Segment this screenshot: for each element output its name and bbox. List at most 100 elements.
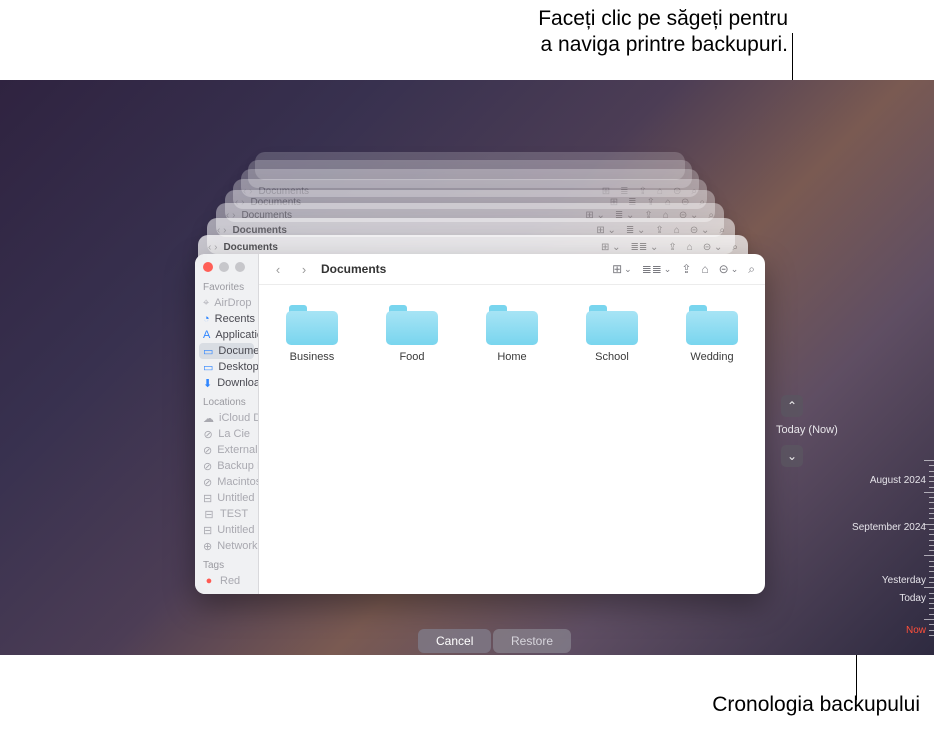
minimize-button[interactable] — [219, 262, 229, 272]
annotation-line1: Faceți clic pe săgeți pentru — [538, 7, 788, 30]
sidebar-item-label: Network — [217, 540, 257, 552]
finder-sidebar: Favorites ⌖AirDrop◔RecentsAApplications▭… — [195, 254, 259, 594]
timeline-tick — [924, 587, 934, 588]
timeline-tick — [929, 603, 934, 604]
sidebar-item-label: Macintosh HD — [217, 476, 259, 488]
sidebar-item-network[interactable]: ⊕ Network — [195, 538, 258, 554]
sidebar-item-untitled-2[interactable]: ⊟ Untitled 2 — [195, 522, 258, 538]
folder-label: Food — [399, 351, 424, 363]
share-button[interactable]: ⇪ — [681, 262, 691, 276]
folder-label: Business — [290, 351, 335, 363]
search-button[interactable]: ⌕ — [748, 262, 755, 277]
timeline-tick — [924, 492, 934, 493]
test-icon: ⊟ — [203, 508, 215, 520]
timeline-tick — [929, 608, 934, 609]
icloud-drive-icon: ☁ — [203, 412, 214, 424]
timeline-tick — [924, 619, 934, 620]
applications-icon: A — [203, 329, 210, 341]
sidebar-item-desktop[interactable]: ▭Desktop — [195, 359, 258, 375]
timeline-tick — [929, 487, 934, 488]
sidebar-item-recents[interactable]: ◔ Recents — [195, 311, 258, 327]
annotation-arrows: Faceți clic pe săgeți pentru a naviga pr… — [320, 6, 788, 59]
annotation-line2: a naviga printre backupuri. — [541, 33, 788, 56]
sidebar-item-icloud-drive[interactable]: ☁iCloud Drive — [195, 410, 258, 426]
recents-icon: ◔ — [203, 313, 210, 325]
timeline-label[interactable]: September 2024 — [852, 522, 926, 533]
timeline-tick — [929, 518, 934, 519]
sidebar-item-airdrop[interactable]: ⌖AirDrop — [195, 295, 258, 311]
timeline-next-button[interactable]: ⌄ — [781, 445, 803, 467]
sidebar-item-label: Untitled — [217, 492, 254, 504]
folder-business[interactable]: Business — [277, 305, 347, 363]
folder-home[interactable]: Home — [477, 305, 547, 363]
callout-line-top-v1 — [792, 33, 793, 83]
network-icon: ⊕ — [203, 540, 212, 552]
sidebar-item-red[interactable]: ●Red — [195, 573, 258, 589]
timeline-label[interactable]: Yesterday — [882, 575, 926, 586]
timeline-label[interactable]: Today — [899, 593, 926, 604]
timeline-tick — [929, 630, 934, 631]
timeline-prev-button[interactable]: ⌃ — [781, 395, 803, 417]
timeline-tick — [929, 476, 934, 477]
desktop-icon: ▭ — [203, 361, 213, 373]
sidebar-item-external[interactable]: ⊘ External — [195, 442, 258, 458]
la-cie-icon: ⊘ — [203, 428, 213, 440]
group-by-button[interactable]: ≣≣⌄ — [642, 262, 672, 276]
sidebar-item-test[interactable]: ⊟TEST — [195, 506, 258, 522]
sidebar-item-label: Downloads — [217, 377, 259, 389]
finder-toolbar: ‹ › Documents ⊞⌄ ≣≣⌄ ⇪ ⌂ ⊝⌄ ⌕ — [259, 254, 765, 285]
timeline-tick — [929, 614, 934, 615]
annotation-timeline: Cronologia backupului — [560, 692, 920, 718]
finder-title: Documents — [321, 262, 386, 276]
sidebar-item-label: Applications — [215, 329, 259, 341]
external-icon: ⊘ — [203, 444, 212, 456]
untitled-icon: ⊟ — [203, 492, 212, 504]
timeline-tick — [929, 571, 934, 572]
nav-back-button[interactable]: ‹ — [269, 260, 287, 278]
folder-wedding[interactable]: Wedding — [677, 305, 747, 363]
folder-icon — [486, 305, 538, 345]
folder-label: Home — [497, 351, 526, 363]
sidebar-item-label: Documents — [218, 345, 259, 357]
folder-icon — [386, 305, 438, 345]
sidebar-item-macintosh-hd[interactable]: ⊘Macintosh HD — [195, 474, 258, 490]
more-button[interactable]: ⊝⌄ — [719, 262, 739, 276]
timeline-tick — [929, 582, 934, 583]
timeline-label[interactable]: Now — [906, 625, 926, 636]
backup-disk-icon: ⊘ — [203, 460, 212, 472]
nav-forward-button[interactable]: › — [295, 260, 313, 278]
close-button[interactable] — [203, 262, 213, 272]
desktop-background: ‹ ›Documents⊞≣⇪⌂⊝⌕ ‹ ›Documents⊞≣⇪⌂⊝⌕ ‹ … — [0, 80, 934, 655]
tag-button[interactable]: ⌂ — [701, 262, 708, 276]
sidebar-section-locations: Locations — [195, 391, 258, 410]
documents-icon: ▭ — [203, 345, 213, 357]
folder-food[interactable]: Food — [377, 305, 447, 363]
sidebar-section-favorites: Favorites — [195, 276, 258, 295]
restore-button[interactable]: Restore — [493, 629, 571, 653]
timeline-tick — [929, 534, 934, 535]
sidebar-item-label: Untitled 2 — [217, 524, 259, 536]
sidebar-item-label: External — [217, 444, 257, 456]
timeline-ruler: August 2024 September 2024 Yesterday Today N… — [854, 460, 934, 655]
sidebar-item-downloads[interactable]: ⬇Downloads — [195, 375, 258, 391]
sidebar-item-untitled[interactable]: ⊟ Untitled — [195, 490, 258, 506]
sidebar-item-documents[interactable]: ▭Documents — [199, 343, 254, 359]
timeline-tick — [929, 502, 934, 503]
view-grid-button[interactable]: ⊞⌄ — [612, 262, 632, 276]
timeline-tick — [929, 593, 934, 594]
timeline-tick — [929, 529, 934, 530]
maximize-button[interactable] — [235, 262, 245, 272]
folder-icon — [286, 305, 338, 345]
sidebar-item-backup-disk[interactable]: ⊘Backup Disk — [195, 458, 258, 474]
sidebar-item-applications[interactable]: A Applications — [195, 327, 258, 343]
timeline-label[interactable]: August 2024 — [870, 475, 926, 486]
folder-icon — [686, 305, 738, 345]
folder-label: School — [595, 351, 629, 363]
folder-school[interactable]: School — [577, 305, 647, 363]
sidebar-item-label: Recents — [215, 313, 255, 325]
cancel-button[interactable]: Cancel — [418, 629, 491, 653]
sidebar-section-tags: Tags — [195, 554, 258, 573]
timeline-tick — [929, 577, 934, 578]
sidebar-item-la-cie[interactable]: ⊘La Cie — [195, 426, 258, 442]
untitled-2-icon: ⊟ — [203, 524, 212, 536]
